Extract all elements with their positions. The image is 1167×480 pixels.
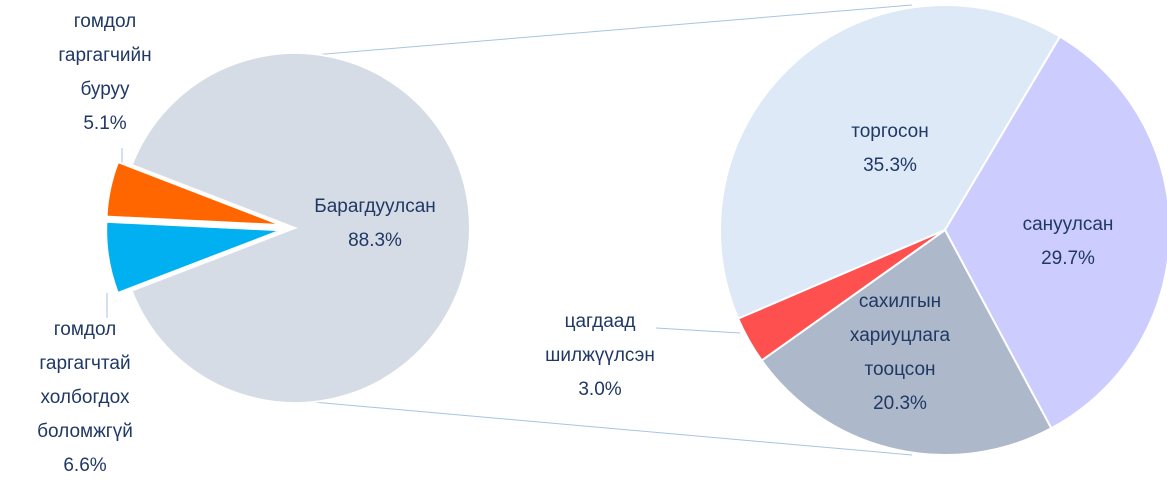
slice-label: гаргагчтай [39,353,130,374]
slice-label: холбогдох [41,387,130,408]
slice-label: торгосон [851,121,928,142]
slice-label: сануулсан [1023,214,1114,235]
pie-slice [105,160,282,227]
slice-label: шилжүүлсэн [545,345,655,366]
slice-label: гаргагчийн [58,45,151,66]
pie-slice [105,220,282,295]
slice-label: гомдол [54,319,116,340]
slice-value-label: 3.0% [578,379,621,400]
slice-value-label: 35.3% [863,155,917,176]
leader-line [655,327,741,334]
slice-label: Барагдуулсан [314,196,436,217]
slice-value-label: 6.6% [63,455,106,476]
slice-label: тооцсон [864,359,935,380]
connector-line [289,4,913,58]
slice-value-label: 88.3% [348,230,402,251]
pie-slice [719,4,1062,320]
slice-label: гомдол [74,11,136,32]
pie-slice [736,229,946,362]
slice-value-label: 20.3% [873,393,927,414]
pie-slice [943,35,1167,430]
slice-label: цагдаад [565,311,636,332]
slice-label: боломжгүй [37,421,133,442]
slice-label: хариуцлага [850,325,951,346]
slice-value-label: 5.1% [83,113,126,134]
slice-label: сахилгын [859,291,941,312]
slice-label: буруу [80,79,130,100]
pie-slice [130,52,471,404]
pie-slice [760,228,1053,456]
slice-value-label: 29.7% [1041,248,1095,269]
connector-line [289,399,913,456]
